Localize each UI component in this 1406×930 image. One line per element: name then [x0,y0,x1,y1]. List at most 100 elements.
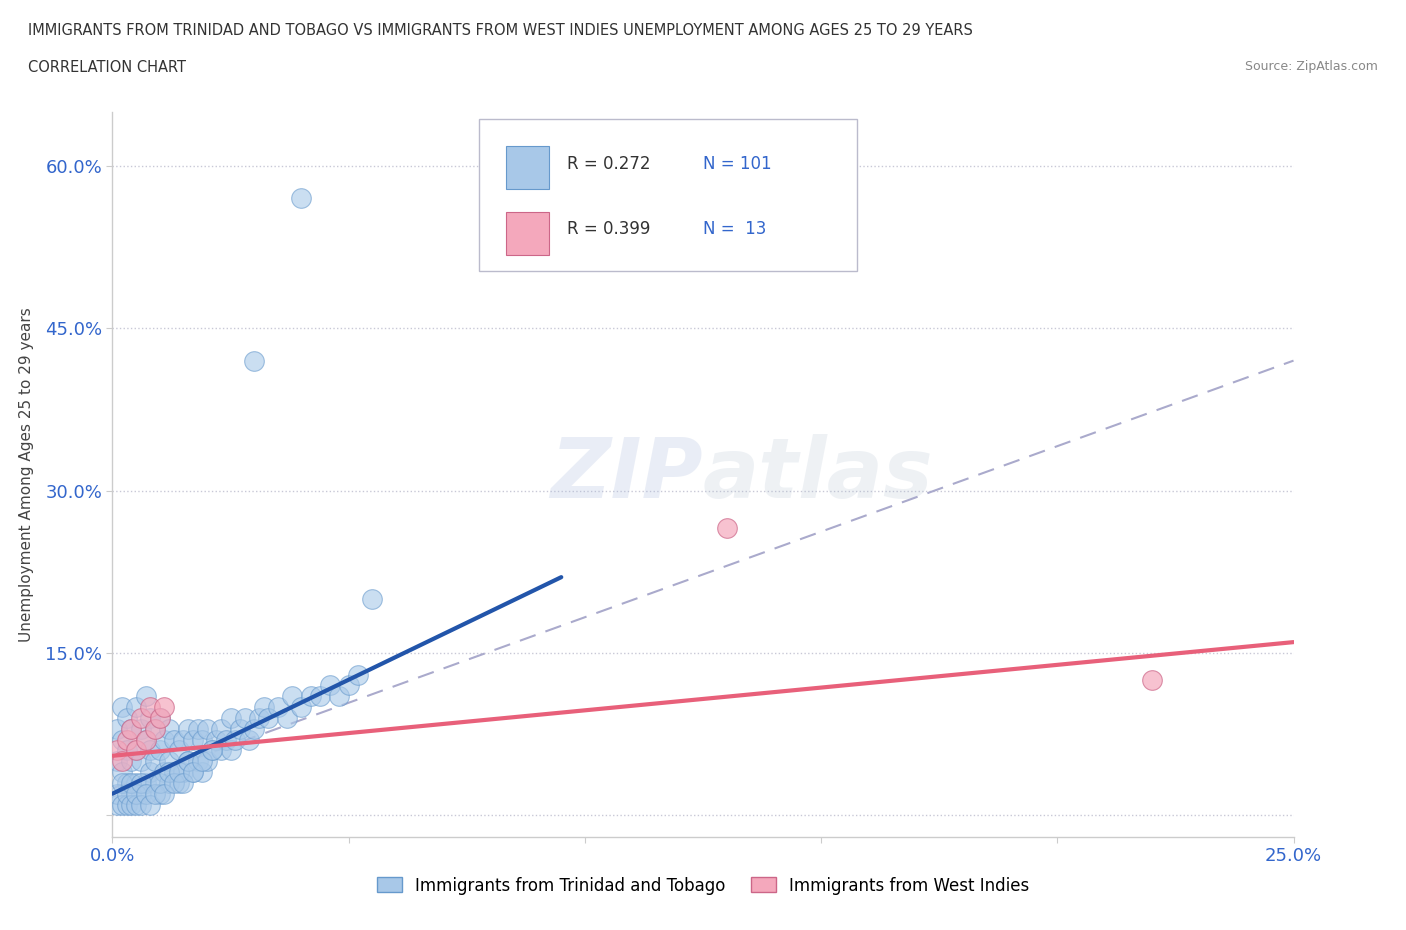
Point [135,776,157,790]
Point [319,678,342,693]
Point [111,797,134,812]
Text: ZIP: ZIP [550,433,703,515]
Point [167,743,190,758]
Point [111,699,134,714]
Point [129,722,152,737]
Text: CORRELATION CHART: CORRELATION CHART [28,60,186,75]
Point [281,689,304,704]
Point [120,722,142,737]
Point [120,797,142,812]
Point [125,776,148,790]
Point [129,776,152,790]
Point [172,776,194,790]
FancyBboxPatch shape [506,146,550,189]
Point [139,699,162,714]
Point [195,754,218,769]
Point [716,521,738,536]
Point [129,786,152,801]
Point [135,689,157,704]
Point [276,711,298,725]
Point [163,776,186,790]
Point [267,699,290,714]
Point [149,776,172,790]
Point [129,797,152,812]
Point [139,711,162,725]
Point [205,732,228,747]
Point [157,722,180,737]
Point [219,743,242,758]
Point [309,689,332,704]
Point [181,764,204,779]
Point [201,743,224,758]
Point [191,732,214,747]
Point [177,754,200,769]
Point [139,743,162,758]
Point [135,786,157,801]
Point [224,732,246,747]
Point [247,711,270,725]
Text: Source: ZipAtlas.com: Source: ZipAtlas.com [1244,60,1378,73]
Point [143,776,166,790]
Point [105,786,128,801]
Point [243,722,266,737]
Point [167,776,190,790]
Point [163,764,186,779]
Point [115,786,138,801]
Point [120,722,142,737]
Point [143,722,166,737]
Point [243,353,266,368]
Point [186,722,208,737]
Text: atlas: atlas [703,433,934,515]
Point [191,754,214,769]
Point [347,667,370,682]
Text: N = 101: N = 101 [703,154,772,173]
Point [111,776,134,790]
Point [290,191,312,206]
Point [115,776,138,790]
Point [149,786,172,801]
Y-axis label: Unemployment Among Ages 25 to 29 years: Unemployment Among Ages 25 to 29 years [18,307,34,642]
Point [115,711,138,725]
Point [143,786,166,801]
Point [209,743,232,758]
Point [143,722,166,737]
Point [177,722,200,737]
Point [105,754,128,769]
Point [125,797,148,812]
Legend: Immigrants from Trinidad and Tobago, Immigrants from West Indies: Immigrants from Trinidad and Tobago, Imm… [370,870,1036,901]
Point [105,722,128,737]
Point [172,732,194,747]
Point [115,743,138,758]
Point [135,732,157,747]
Point [120,786,142,801]
Point [120,776,142,790]
Point [149,711,172,725]
Point [111,754,134,769]
Point [115,797,138,812]
Point [157,754,180,769]
Point [153,699,176,714]
Point [257,711,280,725]
Point [337,678,360,693]
Point [125,743,148,758]
Point [328,689,350,704]
Point [129,711,152,725]
FancyBboxPatch shape [478,119,856,272]
Point [125,699,148,714]
Point [238,732,260,747]
Point [111,732,134,747]
Point [135,732,157,747]
Point [153,786,176,801]
Text: R = 0.272: R = 0.272 [567,154,651,173]
Text: N =  13: N = 13 [703,220,766,238]
Point [149,743,172,758]
Point [1140,672,1163,687]
Point [139,797,162,812]
Point [125,743,148,758]
Point [195,722,218,737]
Point [157,776,180,790]
Point [361,591,384,606]
Point [229,722,252,737]
Point [143,754,166,769]
Point [191,764,214,779]
